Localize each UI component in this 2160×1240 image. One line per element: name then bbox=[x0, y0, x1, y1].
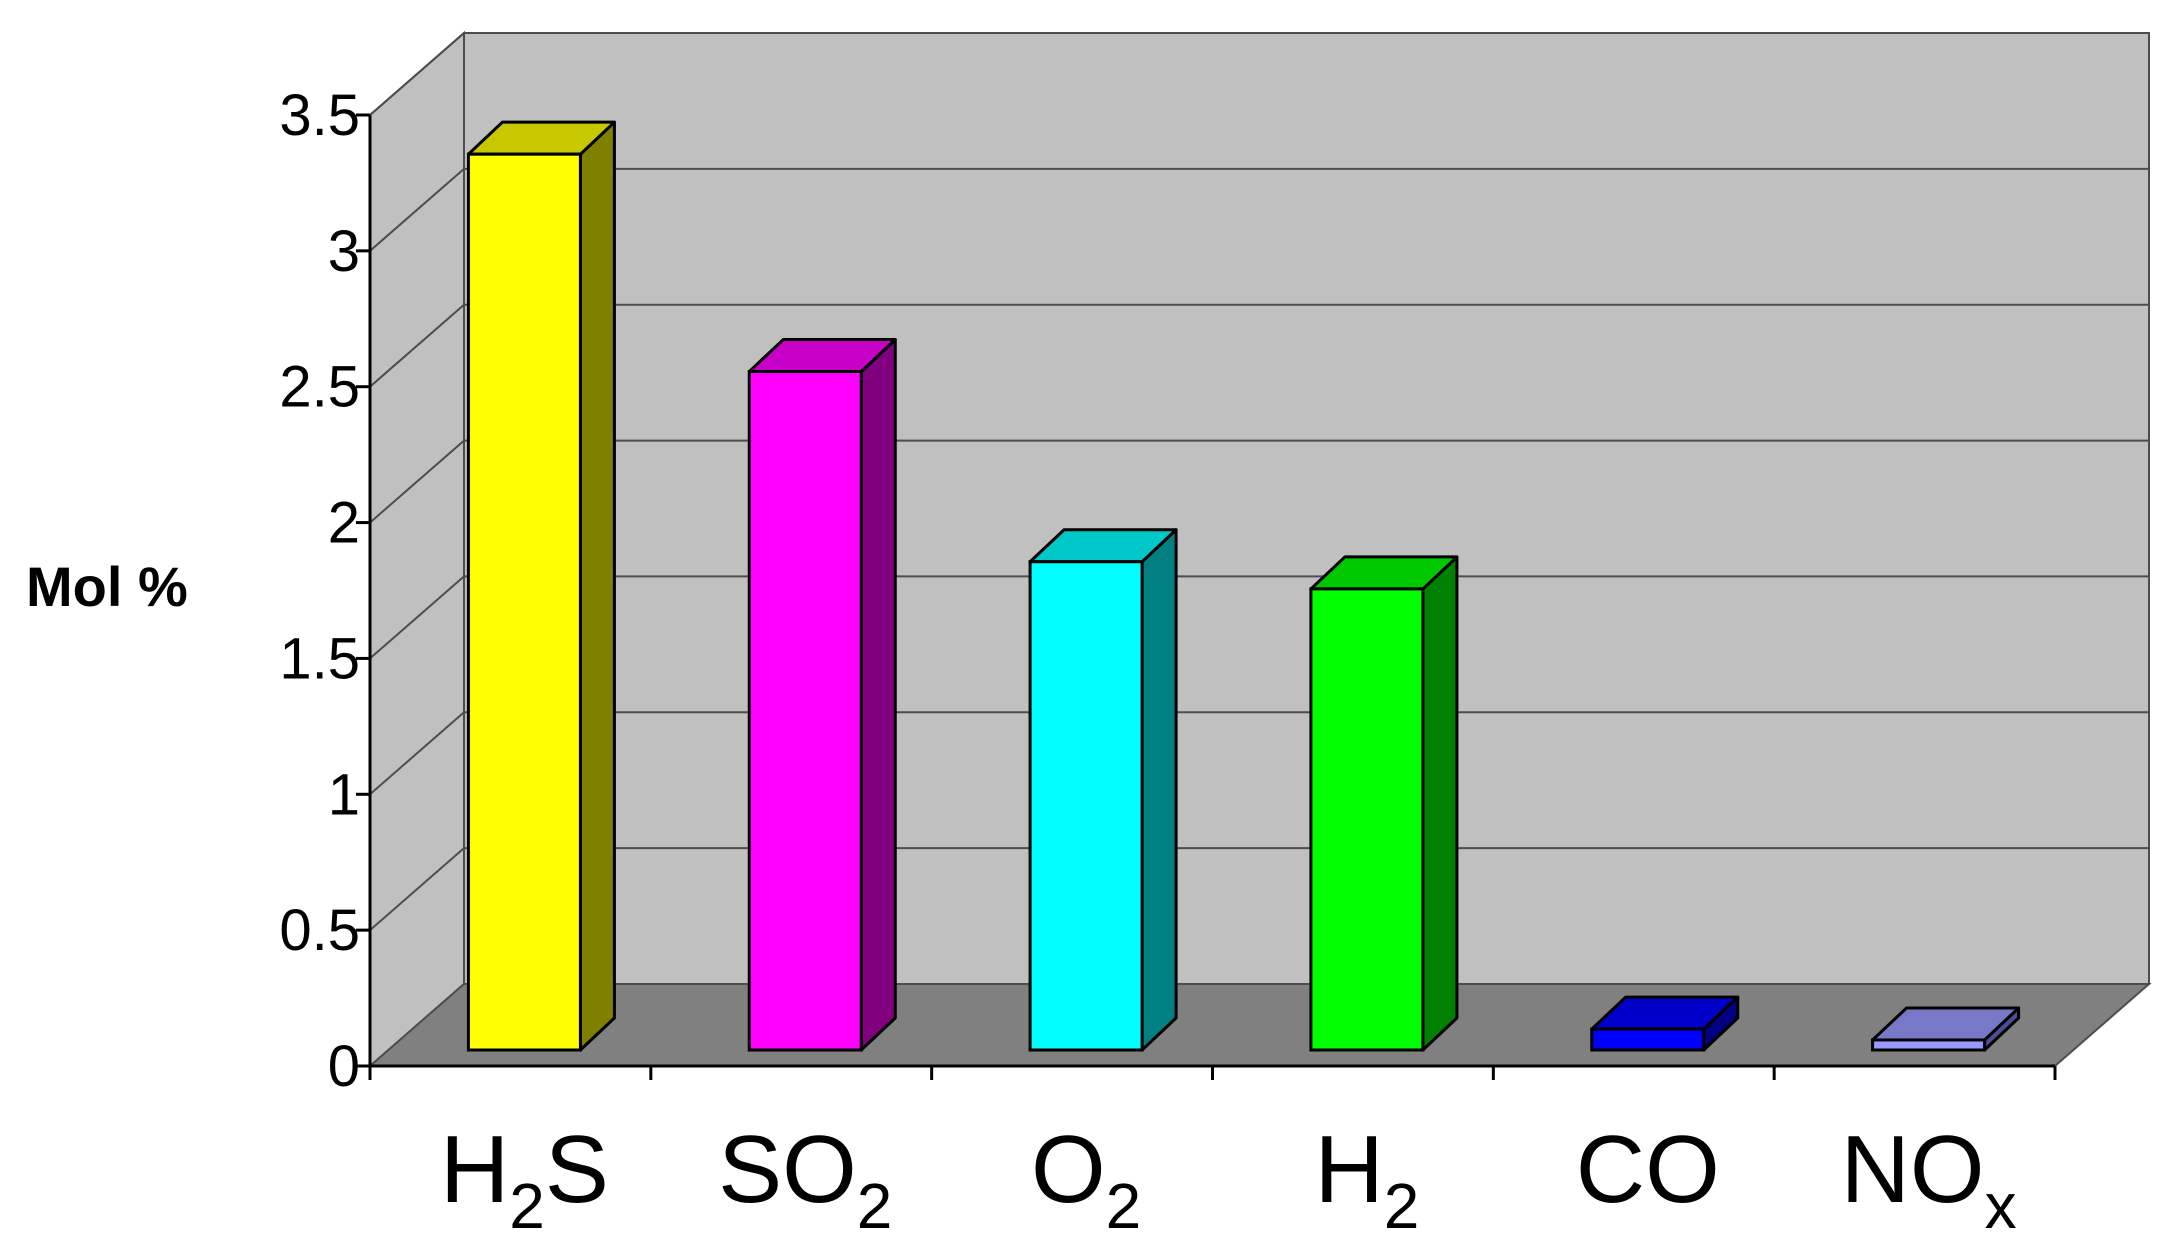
x-category-label: H2S bbox=[440, 1116, 609, 1240]
x-category-label: CO bbox=[1576, 1116, 1720, 1223]
chart-axes bbox=[356, 113, 2057, 1080]
gridline-side bbox=[369, 439, 465, 524]
gridline-side bbox=[369, 847, 465, 931]
bar-front bbox=[1871, 1038, 1987, 1052]
y-tick-label: 2 bbox=[328, 491, 360, 556]
x-category-label: O2 bbox=[1031, 1116, 1141, 1240]
bar-side bbox=[1140, 528, 1178, 1052]
bar bbox=[1590, 995, 1740, 1052]
bar bbox=[1028, 528, 1178, 1052]
gridline-side bbox=[369, 303, 465, 388]
bar bbox=[1309, 555, 1459, 1052]
bar bbox=[747, 338, 897, 1052]
chart-back-wall bbox=[369, 30, 2150, 1069]
bar-front bbox=[1590, 1027, 1706, 1052]
chart-labels: 0 0.5 1 1.5 2 2.5 3 3.5 H2S SO2 O2 H2 CO NOx bbox=[279, 83, 2016, 1240]
bar-side bbox=[859, 338, 897, 1052]
gridline-side bbox=[369, 32, 465, 116]
x-category-label: NOx bbox=[1841, 1116, 2017, 1240]
y-axis-title: Mol % bbox=[26, 555, 188, 618]
bar bbox=[466, 120, 616, 1052]
bar-front bbox=[747, 370, 863, 1052]
bar bbox=[1871, 1006, 2021, 1052]
bar-front bbox=[1028, 560, 1144, 1052]
y-tick-label: 1 bbox=[328, 762, 360, 827]
bar-side bbox=[1421, 555, 1459, 1052]
bar-front bbox=[466, 152, 582, 1052]
y-tick-label: 2.5 bbox=[279, 355, 360, 420]
gridline-side bbox=[369, 711, 465, 796]
y-tick-label: 3.5 bbox=[279, 83, 360, 148]
x-category-label: SO2 bbox=[718, 1116, 892, 1240]
y-tick-label: 3 bbox=[328, 219, 360, 284]
side-wall bbox=[369, 30, 465, 1069]
y-tick-label: 0.5 bbox=[279, 898, 360, 963]
y-tick-label: 1.5 bbox=[279, 626, 360, 691]
floor bbox=[367, 983, 2152, 1067]
bar-front bbox=[1309, 587, 1425, 1052]
chart-floor bbox=[367, 983, 2152, 1067]
back-wall bbox=[463, 32, 2150, 985]
x-category-label: H2 bbox=[1314, 1116, 1419, 1240]
y-tick-label: 0 bbox=[328, 1034, 360, 1099]
gridline-side bbox=[369, 575, 465, 660]
gridline-side bbox=[369, 168, 465, 252]
chart-bars bbox=[466, 120, 2021, 1052]
bar-side bbox=[578, 120, 616, 1052]
